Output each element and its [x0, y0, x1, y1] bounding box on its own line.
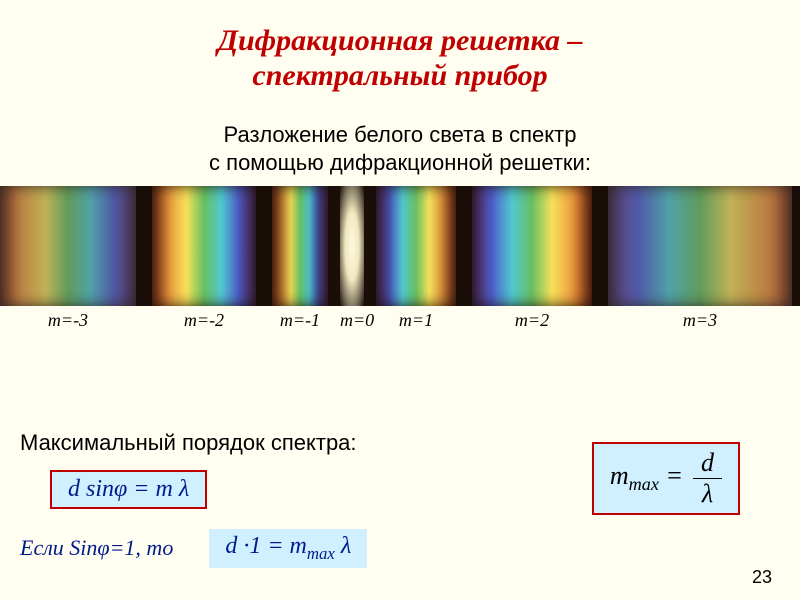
spectrum-band	[0, 186, 136, 306]
spectrum-band	[152, 186, 256, 306]
spectrum-bands	[0, 186, 800, 306]
title-line2: спектральный прибор	[252, 59, 547, 92]
order-label: m=1	[376, 310, 456, 331]
subtitle-line2: с помощью дифракционной решетки:	[209, 150, 591, 175]
order-label: m=-3	[0, 310, 136, 331]
page-number: 23	[752, 567, 772, 588]
formula-region: Максимальный порядок спектра: mmax = d λ…	[0, 430, 800, 568]
mmax-denominator: λ	[702, 479, 713, 507]
mmax-lhs: mmax =	[610, 461, 683, 495]
order-label: m=-2	[152, 310, 256, 331]
if-note: Если Sinφ=1, то	[20, 535, 173, 561]
spectrum-order-labels: m=-3 m=-2 m=-1 m=0 m=1 m=2 m=3	[0, 310, 800, 331]
formula-grating-equation: d sinφ = m λ	[50, 470, 207, 509]
order-label: m=3	[608, 310, 792, 331]
formula-mmax-box: mmax = d λ	[592, 442, 740, 515]
spectrum-band	[472, 186, 592, 306]
spectrum-band	[272, 186, 328, 306]
order-label: m=2	[472, 310, 592, 331]
slide-title: Дифракционная решетка – спектральный при…	[0, 0, 800, 93]
spectrum-band	[340, 186, 364, 306]
mmax-numerator: d	[693, 450, 722, 479]
title-line1: Дифракционная решетка –	[217, 24, 582, 57]
spectrum-figure: m=-3 m=-2 m=-1 m=0 m=1 m=2 m=3	[0, 186, 800, 331]
order-label: m=-1	[272, 310, 328, 331]
spectrum-band	[376, 186, 456, 306]
formula-mmax-derivation: d ·1 = mmax λ	[209, 529, 367, 568]
subtitle-line1: Разложение белого света в спектр	[224, 122, 577, 147]
mmax-fraction: d λ	[693, 450, 722, 507]
spectrum-band	[608, 186, 792, 306]
order-label: m=0	[340, 310, 364, 331]
slide-subtitle: Разложение белого света в спектр с помощ…	[0, 121, 800, 176]
